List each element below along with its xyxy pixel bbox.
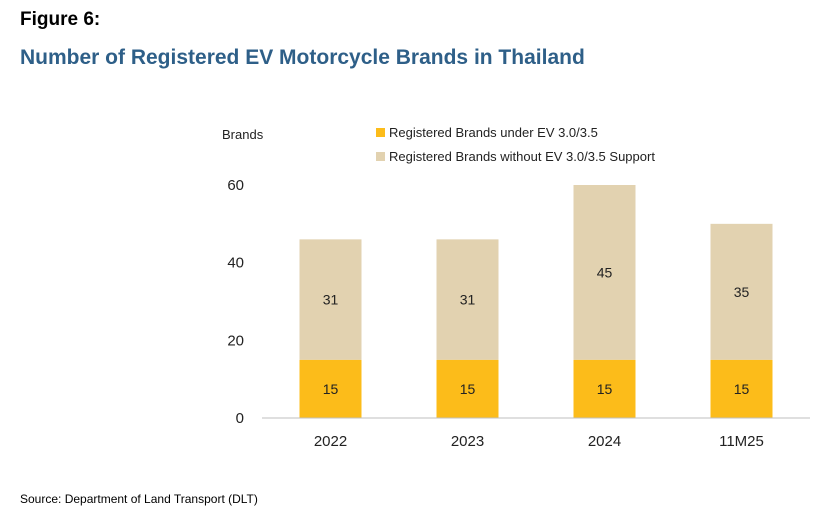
figure-title: Number of Registered EV Motorcycle Brand…: [20, 46, 585, 69]
x-tick-label: 2024: [588, 433, 621, 450]
data-label: 31: [460, 292, 476, 308]
data-label: 35: [734, 284, 750, 300]
source-note: Source: Department of Land Transport (DL…: [20, 492, 258, 506]
bar-segment-without-ev: [436, 239, 499, 360]
bar-segment-under-ev: [710, 359, 773, 418]
stacked-bar-chart: Brands Registered Brands under EV 3.0/3.…: [222, 125, 810, 450]
y-axis-unit-label: Brands: [222, 127, 264, 142]
legend-swatch: [376, 128, 385, 137]
y-tick-label: 20: [227, 332, 244, 349]
bar-segment-under-ev: [573, 359, 636, 418]
legend-entry: Registered Brands without EV 3.0/3.5 Sup…: [389, 149, 655, 164]
data-label: 15: [323, 381, 339, 397]
x-tick-label: 2023: [451, 433, 484, 450]
figure-label: Figure 6:: [20, 9, 101, 30]
x-tick-label: 2022: [314, 433, 347, 450]
x-tick-label: 11M25: [719, 433, 764, 450]
bar-segment-without-ev: [710, 223, 773, 360]
data-label: 15: [734, 381, 750, 397]
data-label: 45: [597, 264, 613, 280]
bar-segment-under-ev: [436, 359, 499, 418]
data-label: 15: [460, 381, 476, 397]
bar-segment-without-ev: [299, 239, 362, 360]
legend-swatch: [376, 152, 385, 161]
data-label: 15: [597, 381, 613, 397]
y-axis-ticks: 0 20 40 60: [227, 177, 244, 427]
x-axis-ticks: 2022 2023 2024 11M25: [314, 433, 764, 450]
y-tick-label: 40: [227, 255, 244, 272]
data-label: 31: [323, 292, 339, 308]
legend-entry: Registered Brands under EV 3.0/3.5: [389, 125, 598, 140]
bars: 15 31 15 31 15 45 15 35: [299, 185, 773, 418]
y-tick-label: 60: [227, 177, 244, 194]
bar-segment-without-ev: [573, 185, 636, 360]
y-tick-label: 0: [236, 410, 244, 427]
bar-segment-under-ev: [299, 359, 362, 418]
legend: Registered Brands under EV 3.0/3.5 Regist…: [376, 125, 655, 164]
